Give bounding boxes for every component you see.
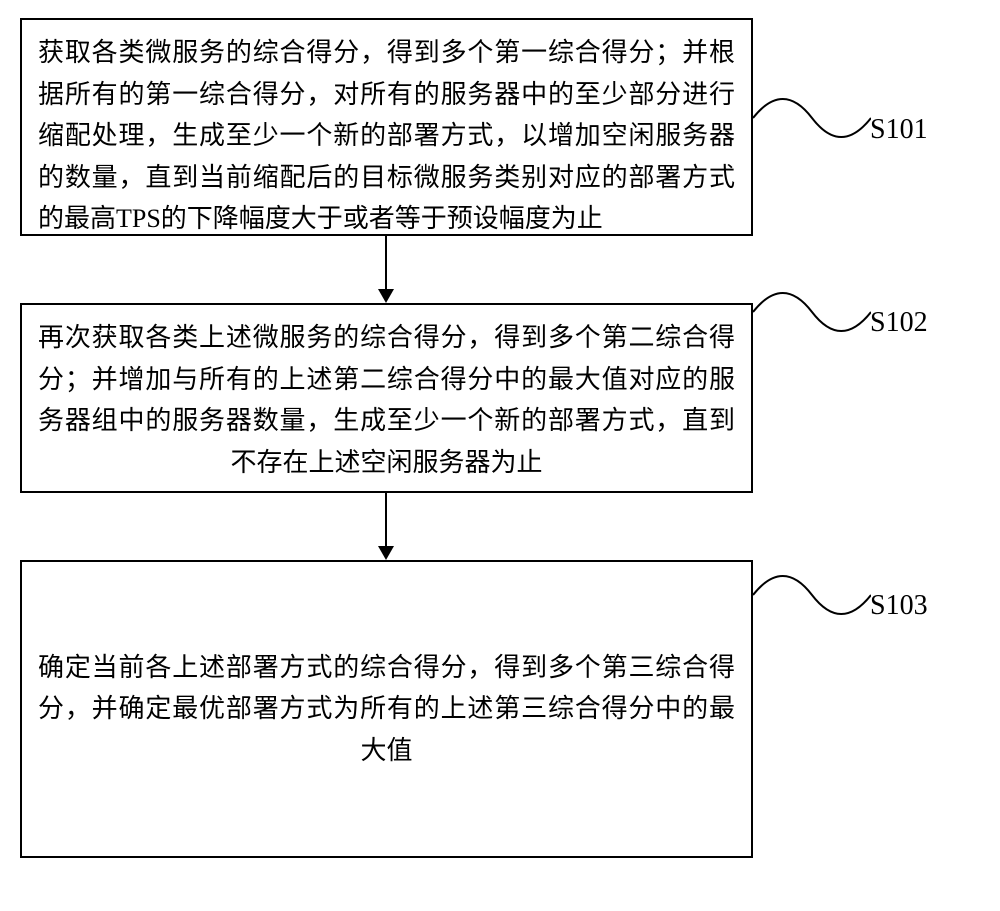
arrow-head-1 (378, 289, 394, 303)
step-box-s101: 获取各类微服务的综合得分，得到多个第一综合得分；并根据所有的第一综合得分，对所有… (20, 18, 753, 236)
connector-curve-s101 (753, 88, 871, 148)
connector-curve-s103 (753, 565, 871, 625)
arrow-line-1 (385, 236, 387, 289)
step-text: 获取各类微服务的综合得分，得到多个第一综合得分；并根据所有的第一综合得分，对所有… (38, 32, 735, 240)
arrow-head-2 (378, 546, 394, 560)
arrow-line-2 (385, 493, 387, 546)
step-text: 再次获取各类上述微服务的综合得分，得到多个第二综合得分；并增加与所有的上述第二综… (38, 317, 735, 483)
step-label-s103: S103 (870, 590, 928, 622)
step-box-s103: 确定当前各上述部署方式的综合得分，得到多个第三综合得分，并确定最优部署方式为所有… (20, 560, 753, 858)
connector-curve-s102 (753, 282, 871, 342)
flowchart-container: 获取各类微服务的综合得分，得到多个第一综合得分；并根据所有的第一综合得分，对所有… (0, 0, 1000, 911)
step-text: 确定当前各上述部署方式的综合得分，得到多个第三综合得分，并确定最优部署方式为所有… (38, 647, 735, 772)
step-label-s101: S101 (870, 114, 928, 146)
step-box-s102: 再次获取各类上述微服务的综合得分，得到多个第二综合得分；并增加与所有的上述第二综… (20, 303, 753, 493)
step-label-s102: S102 (870, 307, 928, 339)
